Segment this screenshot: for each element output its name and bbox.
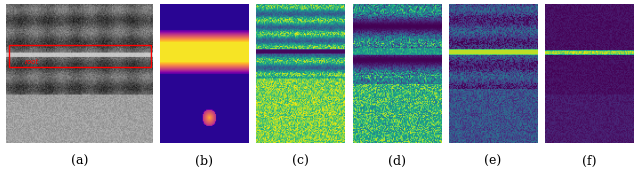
- Text: (d): (d): [388, 155, 406, 168]
- Text: (e): (e): [484, 155, 502, 168]
- Text: (f): (f): [582, 155, 596, 168]
- Text: (c): (c): [292, 155, 309, 168]
- Text: root: root: [24, 59, 38, 65]
- Text: (a): (a): [71, 155, 88, 168]
- Bar: [8, 45, 151, 66]
- Text: (b): (b): [195, 155, 214, 168]
